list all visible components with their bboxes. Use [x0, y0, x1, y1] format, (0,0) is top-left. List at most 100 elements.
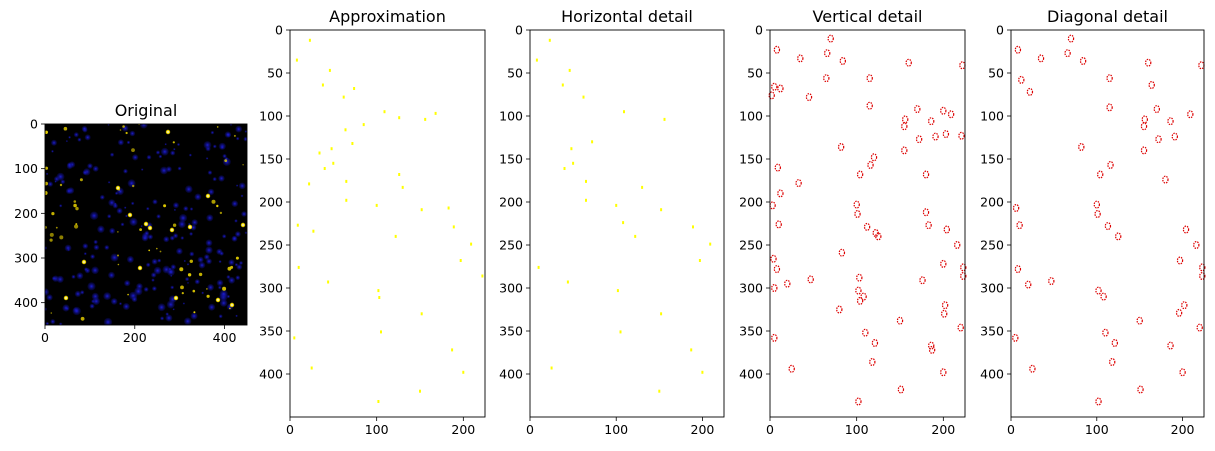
- blue-blob: [91, 266, 99, 275]
- yellow-spot: [59, 235, 64, 240]
- x-tick-label: 0: [41, 330, 49, 345]
- blue-blob: [87, 282, 96, 291]
- feature-mark: [447, 206, 450, 210]
- feature-mark: [1095, 397, 1102, 406]
- feature-mark: [658, 389, 661, 393]
- feature-mark: [398, 173, 401, 176]
- feature-mark: [1171, 132, 1179, 141]
- feature-mark: [462, 370, 465, 374]
- blue-blob: [218, 175, 225, 182]
- blue-blob: [89, 211, 99, 220]
- feature-mark: [296, 223, 299, 227]
- feature-mark: [941, 301, 949, 310]
- blue-blob: [92, 297, 100, 306]
- blue-blob: [169, 235, 175, 241]
- panel-3: Horizontal detail 0 100 200 0 50 100 150 200 250 3…: [499, 7, 725, 437]
- feature-mark: [622, 221, 625, 225]
- panel-4: Vertical detail 0 100 200 0 50 100 150 200 250 300…: [739, 7, 967, 437]
- x-tick-label: 0: [766, 422, 774, 437]
- feature-mark: [853, 200, 860, 209]
- blue-blob: [103, 317, 113, 325]
- feature-mark: [1196, 323, 1203, 332]
- blue-blob: [143, 287, 149, 292]
- feature-mark: [550, 366, 553, 370]
- y-tick-label: 150: [259, 152, 283, 167]
- blue-blob: [228, 276, 236, 284]
- feature-mark: [1111, 339, 1119, 348]
- y-tick-label: 400: [980, 367, 1004, 382]
- bright-core: [207, 195, 209, 197]
- feature-mark: [871, 339, 879, 348]
- feature-mark: [941, 309, 948, 318]
- feature-mark: [398, 116, 401, 120]
- y-tick-label: 300: [980, 281, 1004, 296]
- blue-blob: [45, 288, 50, 296]
- blue-blob: [151, 258, 158, 265]
- y-tick-label: 200: [499, 195, 523, 210]
- blue-blob: [165, 314, 173, 322]
- yellow-spot: [206, 288, 208, 290]
- blue-blob: [146, 207, 150, 211]
- y-tick-label: 300: [739, 281, 763, 296]
- blue-blob: [65, 140, 68, 143]
- blue-blob: [119, 302, 122, 306]
- blue-blob: [208, 303, 216, 311]
- feature-mark: [1182, 225, 1190, 234]
- blue-blob: [219, 289, 228, 299]
- feature-mark: [856, 170, 864, 179]
- blue-blob: [76, 272, 84, 280]
- feature-mark: [328, 68, 331, 72]
- blue-blob: [103, 292, 112, 300]
- blue-blob: [158, 154, 163, 159]
- yellow-spot: [51, 212, 55, 216]
- blue-blob: [236, 264, 243, 270]
- feature-mark: [616, 289, 619, 293]
- blue-blob: [191, 219, 198, 226]
- feature-mark: [1141, 115, 1149, 124]
- blue-blob: [110, 298, 118, 305]
- blue-blob: [123, 168, 128, 174]
- feature-mark: [470, 242, 473, 246]
- feature-mark: [1106, 74, 1113, 83]
- yellow-spot: [122, 125, 125, 128]
- feature-mark: [771, 333, 778, 342]
- feature-mark: [1018, 75, 1025, 84]
- feature-mark: [312, 229, 315, 233]
- blue-blob: [212, 177, 217, 182]
- x-tick-label: 100: [1085, 422, 1109, 437]
- blue-blob: [108, 271, 115, 279]
- blue-blob: [107, 181, 111, 184]
- y-tick-label: 400: [14, 295, 38, 310]
- blue-blob: [107, 214, 112, 219]
- feature-mark: [771, 284, 778, 293]
- blue-blob: [73, 132, 79, 138]
- blue-blob: [203, 141, 212, 149]
- x-tick-label: 200: [1171, 422, 1195, 437]
- feature-mark: [838, 248, 846, 257]
- feature-mark: [353, 87, 356, 90]
- bright-core: [65, 297, 67, 299]
- feature-mark: [770, 254, 777, 263]
- feature-mark: [902, 115, 909, 124]
- blue-blob: [160, 316, 165, 321]
- feature-mark: [377, 400, 380, 403]
- feature-mark: [1067, 34, 1075, 43]
- y-tick-label: 50: [507, 66, 523, 81]
- blue-blob: [186, 263, 190, 266]
- feature-mark: [1095, 286, 1102, 295]
- blue-blob: [207, 188, 215, 196]
- feature-mark: [932, 132, 939, 141]
- blue-blob: [89, 303, 95, 309]
- feature-mark: [1024, 280, 1032, 289]
- blue-blob: [45, 322, 49, 325]
- blue-blob: [219, 251, 224, 256]
- feature-mark: [1107, 161, 1114, 170]
- yellow-spot: [156, 247, 158, 250]
- feature-mark: [867, 161, 874, 170]
- feature-mark: [919, 276, 926, 285]
- blue-blob: [131, 296, 138, 303]
- blue-blob: [166, 300, 175, 309]
- x-tick-label: 100: [365, 422, 389, 437]
- feature-mark: [1167, 117, 1174, 126]
- y-tick-label: 400: [499, 367, 523, 382]
